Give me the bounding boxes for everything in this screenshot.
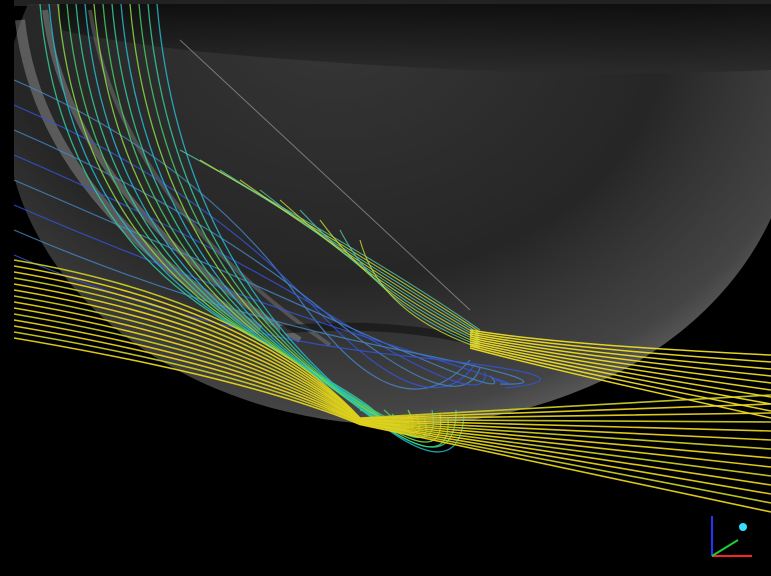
streamline <box>129 4 442 443</box>
streamline <box>14 277 771 423</box>
streamline <box>469 339 771 391</box>
streamline <box>469 341 771 398</box>
streamline <box>14 331 771 504</box>
streamline <box>279 199 481 341</box>
streamline <box>469 331 771 363</box>
streamline <box>14 259 771 419</box>
axis-y <box>711 539 739 557</box>
streamline <box>14 295 771 450</box>
streamline <box>14 271 771 420</box>
streamline <box>469 337 771 384</box>
streamline <box>299 209 481 343</box>
streamline <box>14 301 771 459</box>
streamline <box>469 343 771 405</box>
streamline <box>14 79 471 390</box>
streamline <box>14 179 496 385</box>
streamline <box>469 333 771 370</box>
streamline <box>199 159 481 333</box>
scene-content <box>14 4 771 513</box>
streamline <box>14 307 771 468</box>
streamline <box>239 179 481 337</box>
streamline <box>14 283 771 432</box>
streamline <box>179 39 471 311</box>
streamline <box>14 229 525 385</box>
streamline <box>359 239 481 349</box>
streamline <box>319 219 481 345</box>
streamline <box>469 345 771 412</box>
sphere-highlight <box>42 9 302 343</box>
streamline <box>14 289 771 441</box>
streamline <box>469 347 771 419</box>
streamline <box>156 4 465 453</box>
streamline <box>14 204 509 384</box>
streamline <box>14 319 771 486</box>
axis-dot <box>739 523 747 531</box>
top-border <box>14 0 771 6</box>
streamlines <box>14 4 771 513</box>
streamline <box>14 265 771 420</box>
streamline <box>469 335 771 377</box>
streamline <box>219 169 481 335</box>
streamline <box>147 4 457 448</box>
streamline <box>339 229 481 347</box>
streamline <box>14 325 771 495</box>
streamline <box>14 154 486 386</box>
sphere-top-shade <box>60 4 771 74</box>
streamline <box>14 313 771 477</box>
axis-triad <box>711 516 752 557</box>
streamline <box>469 329 771 356</box>
streamline <box>14 337 771 513</box>
